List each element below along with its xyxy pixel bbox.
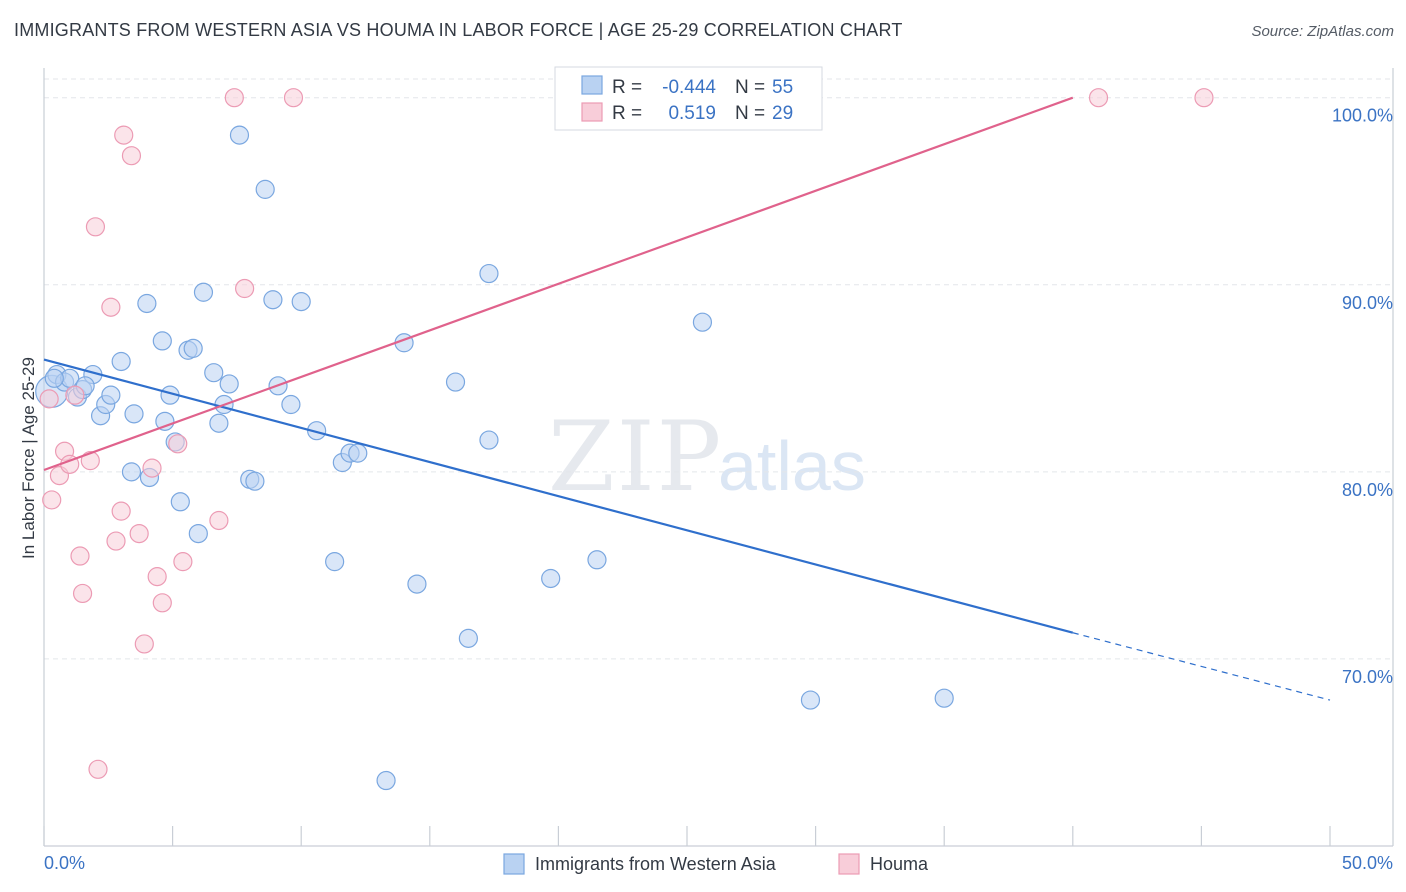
stats-box: R = -0.444 N = 55 R = 0.519 N = 29 bbox=[554, 66, 823, 131]
western-asia-point-44 bbox=[445, 372, 466, 392]
western-asia-point-31 bbox=[255, 179, 275, 199]
western-asia-point-11 bbox=[121, 462, 142, 482]
houma-point-14 bbox=[114, 125, 134, 145]
western-asia-point-47 bbox=[479, 263, 499, 284]
legend: Immigrants from Western Asia Houma bbox=[503, 853, 929, 875]
y-tick-label-90: 90.0% bbox=[1342, 293, 1393, 313]
western-asia-point-12 bbox=[124, 404, 144, 424]
western-asia-point-52 bbox=[934, 688, 954, 708]
stats-r-label-1: R = bbox=[612, 77, 642, 98]
western-asia-point-24 bbox=[204, 363, 224, 383]
western-asia-point-10 bbox=[111, 351, 131, 372]
western-asia-point-9 bbox=[101, 385, 121, 405]
western-asia-point-27 bbox=[219, 374, 239, 394]
houma-point-8 bbox=[80, 451, 100, 471]
houma-point-25 bbox=[235, 278, 255, 299]
western-asia-point-13 bbox=[137, 293, 157, 314]
legend-label-houma: Houma bbox=[870, 854, 929, 874]
houma-point-13 bbox=[111, 501, 131, 521]
houma-point-10 bbox=[88, 759, 108, 779]
western-asia-point-40 bbox=[348, 443, 368, 463]
houma-point-1 bbox=[42, 490, 62, 510]
western-asia-point-30 bbox=[245, 471, 265, 491]
western-asia-point-48 bbox=[541, 568, 561, 589]
western-asia-point-23 bbox=[193, 282, 214, 302]
stats-r-value-1: -0.444 bbox=[662, 77, 716, 98]
stats-swatch-western-asia bbox=[581, 75, 603, 95]
houma-point-15 bbox=[121, 146, 142, 166]
western-asia-point-50 bbox=[692, 312, 713, 332]
western-asia-point-15 bbox=[152, 331, 172, 351]
x-tick-label-min: 0.0% bbox=[44, 853, 85, 873]
houma-point-21 bbox=[168, 434, 188, 454]
houma-trend-line bbox=[43, 96, 1074, 472]
legend-swatch-western-asia bbox=[503, 853, 525, 875]
y-tick-labels: 70.0% 80.0% 90.0% 100.0% bbox=[1332, 106, 1393, 687]
western-asia-point-43 bbox=[407, 574, 427, 594]
watermark-zip: ZIP bbox=[548, 401, 723, 513]
western-asia-point-32 bbox=[263, 290, 283, 310]
houma-point-18 bbox=[142, 458, 162, 478]
western-asia-point-46 bbox=[479, 430, 499, 450]
legend-swatch-houma bbox=[838, 853, 860, 875]
chart-title: IMMIGRANTS FROM WESTERN ASIA VS HOUMA IN… bbox=[14, 20, 903, 40]
houma-point-0 bbox=[39, 389, 59, 409]
y-tick-label-80: 80.0% bbox=[1342, 480, 1393, 500]
houma-point-17 bbox=[134, 634, 154, 654]
houma-point-26 bbox=[283, 88, 304, 108]
grid-lines bbox=[44, 78, 1393, 660]
western-asia-point-35 bbox=[291, 292, 311, 312]
houma-point-20 bbox=[152, 593, 172, 613]
western-asia-point-41 bbox=[376, 770, 396, 791]
western-asia-point-37 bbox=[325, 552, 345, 572]
houma-point-24 bbox=[224, 88, 244, 108]
western-asia-point-51 bbox=[800, 690, 821, 710]
trend-lines bbox=[43, 96, 1331, 701]
western-asia-trend-extension bbox=[1072, 632, 1331, 701]
stats-r-label-2: R = bbox=[612, 103, 642, 124]
y-tick-label-70: 70.0% bbox=[1342, 667, 1393, 687]
series-houma-points bbox=[39, 88, 1214, 779]
watermark-atlas: atlas bbox=[718, 427, 866, 505]
western-asia-point-28 bbox=[229, 125, 250, 145]
western-asia-point-19 bbox=[170, 492, 190, 512]
houma-point-28 bbox=[1194, 88, 1214, 108]
houma-point-16 bbox=[129, 523, 149, 544]
x-tick-label-max: 50.0% bbox=[1342, 853, 1393, 873]
western-asia-point-21 bbox=[183, 338, 203, 358]
x-ticks bbox=[43, 826, 1331, 846]
stats-n-value-2: 29 bbox=[772, 103, 793, 124]
western-asia-point-25 bbox=[209, 413, 229, 433]
houma-point-23 bbox=[209, 510, 229, 531]
western-asia-point-53 bbox=[44, 368, 64, 388]
houma-point-22 bbox=[173, 552, 193, 572]
stats-n-value-1: 55 bbox=[772, 77, 793, 98]
houma-point-12 bbox=[106, 531, 126, 551]
series-western-asia-points bbox=[35, 125, 954, 791]
y-tick-label-100: 100.0% bbox=[1332, 106, 1393, 126]
western-asia-point-22 bbox=[188, 523, 208, 544]
legend-label-western-asia: Immigrants from Western Asia bbox=[535, 854, 777, 874]
stats-r-value-2: 0.519 bbox=[668, 103, 716, 124]
houma-point-27 bbox=[1088, 88, 1109, 108]
houma-point-9 bbox=[85, 217, 106, 237]
source-label: Source: ZipAtlas.com bbox=[1251, 23, 1394, 40]
western-asia-point-45 bbox=[458, 628, 478, 648]
western-asia-point-16 bbox=[155, 411, 175, 431]
western-asia-point-34 bbox=[281, 394, 301, 415]
western-asia-point-49 bbox=[587, 550, 607, 570]
stats-n-label-1: N = bbox=[735, 77, 765, 98]
houma-point-7 bbox=[72, 583, 93, 604]
houma-point-19 bbox=[147, 567, 167, 587]
houma-point-11 bbox=[101, 297, 121, 317]
stats-swatch-houma bbox=[581, 102, 603, 122]
western-asia-trend-line bbox=[43, 358, 1074, 634]
stats-n-label-2: N = bbox=[735, 103, 765, 124]
houma-point-5 bbox=[65, 385, 85, 405]
axes bbox=[43, 68, 1394, 847]
houma-point-6 bbox=[70, 546, 90, 566]
y-axis-title: In Labor Force | Age 25-29 bbox=[19, 357, 38, 559]
